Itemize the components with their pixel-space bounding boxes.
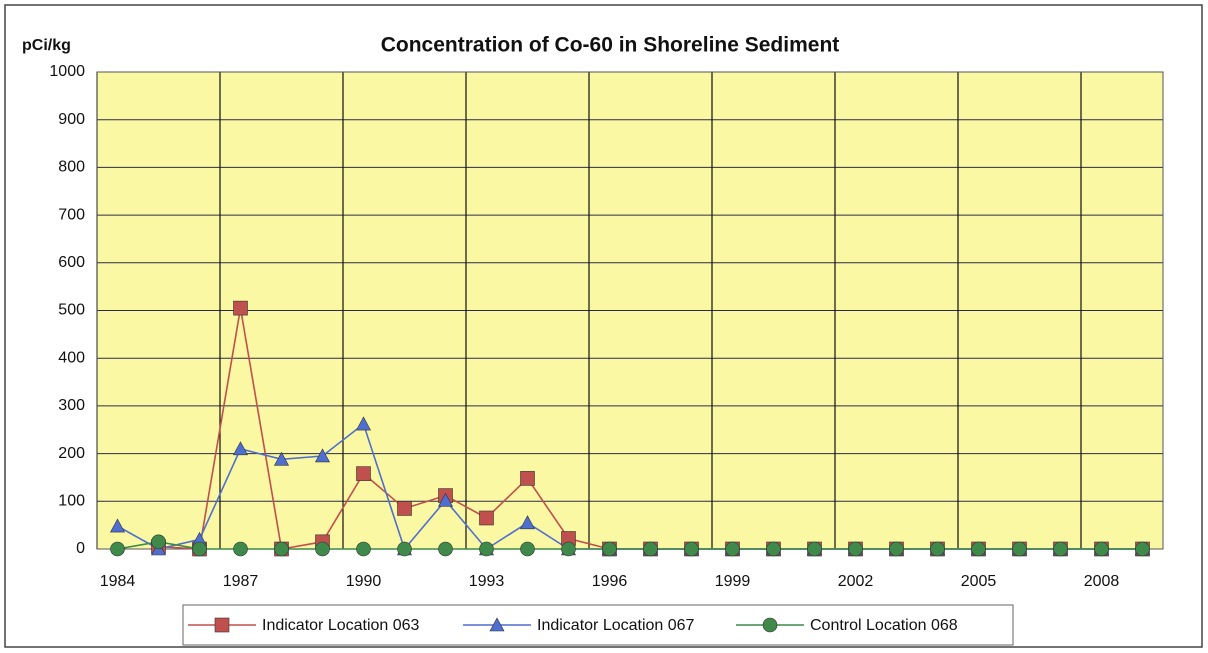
x-tick-label: 2002	[838, 573, 874, 590]
chart-title: Concentration of Co-60 in Shoreline Sedi…	[381, 34, 840, 57]
marker-circle	[848, 541, 863, 557]
legend-box	[182, 604, 1014, 646]
y-tick-label: 1000	[49, 63, 85, 80]
marker-triangle	[232, 441, 249, 456]
marker-circle	[520, 541, 535, 557]
y-tick-label: 900	[58, 111, 85, 128]
marker-triangle	[314, 448, 331, 463]
marker-circle	[315, 541, 330, 557]
marker-circle	[766, 541, 781, 557]
marker-circle	[151, 534, 166, 550]
y-tick-label: 800	[58, 159, 85, 176]
marker-circle	[561, 541, 576, 557]
marker-square	[214, 617, 230, 633]
marker-circle	[479, 541, 494, 557]
y-tick-label: 600	[58, 254, 85, 271]
marker-circle	[762, 617, 778, 633]
y-tick-label: 300	[58, 397, 85, 414]
marker-circle	[274, 541, 289, 557]
marker-circle	[684, 541, 699, 557]
marker-circle	[930, 541, 945, 557]
y-tick-label: 700	[58, 206, 85, 223]
marker-circle	[725, 541, 740, 557]
x-tick-label: 2005	[961, 573, 997, 590]
marker-circle	[233, 541, 248, 557]
marker-triangle	[273, 451, 290, 466]
x-tick-label: 1984	[100, 573, 136, 590]
marker-circle	[1012, 541, 1027, 557]
marker-square	[479, 510, 494, 526]
marker-triangle	[109, 518, 126, 533]
marker-circle	[1135, 541, 1150, 557]
x-tick-label: 2008	[1084, 573, 1120, 590]
x-tick-label: 1987	[223, 573, 259, 590]
marker-square	[233, 300, 248, 316]
marker-circle	[356, 541, 371, 557]
marker-square	[520, 471, 535, 486]
marker-triangle	[437, 492, 454, 507]
x-tick-label: 1996	[592, 573, 628, 590]
marker-circle	[1094, 541, 1109, 557]
y-tick-label: 100	[58, 493, 85, 510]
legend-label: Indicator Location 063	[262, 617, 420, 634]
x-tick-label: 1993	[469, 573, 505, 590]
y-tick-label: 500	[58, 302, 85, 319]
y-tick-label: 0	[76, 540, 85, 557]
x-tick-label: 1999	[715, 573, 751, 590]
y-tick-label: 200	[58, 445, 85, 462]
marker-triangle	[355, 416, 372, 431]
marker-circle	[602, 541, 617, 557]
marker-circle	[643, 541, 658, 557]
legend-label: Control Location 068	[810, 617, 958, 634]
marker-circle	[971, 541, 986, 557]
marker-square	[356, 466, 371, 481]
marker-circle	[1053, 541, 1068, 557]
marker-circle	[397, 541, 412, 557]
marker-circle	[110, 541, 125, 557]
y-tick-label: 400	[58, 349, 85, 366]
marker-circle	[438, 541, 453, 557]
x-tick-label: 1990	[346, 573, 382, 590]
marker-circle	[192, 541, 207, 557]
y-axis-label: pCi/kg	[22, 37, 71, 54]
legend-label: Indicator Location 067	[537, 617, 695, 634]
marker-square	[397, 501, 412, 516]
marker-triangle	[519, 515, 536, 530]
marker-circle	[807, 541, 822, 557]
marker-triangle	[489, 617, 505, 632]
marker-circle	[889, 541, 904, 557]
